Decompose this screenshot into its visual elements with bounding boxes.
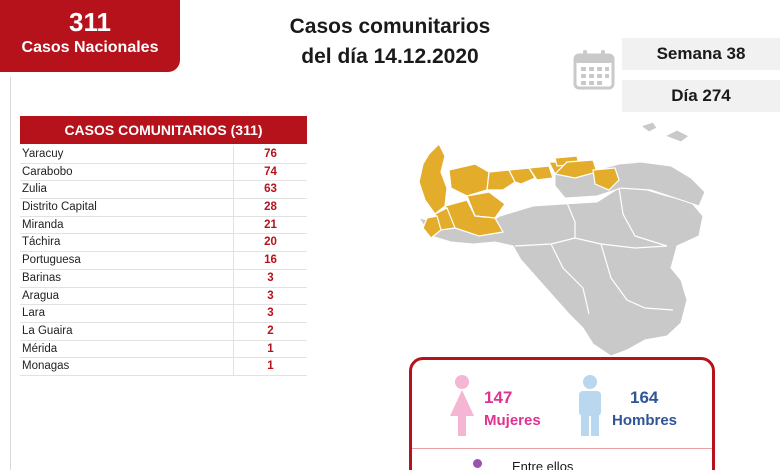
national-cases-badge: 311 Casos Nacionales bbox=[0, 0, 180, 72]
table-row: Lara 3 bbox=[20, 305, 307, 323]
table-row: Distrito Capital 28 bbox=[20, 199, 307, 217]
state-case-count: 3 bbox=[233, 269, 307, 287]
state-case-count: 3 bbox=[233, 305, 307, 322]
men-count: 164 bbox=[630, 388, 659, 407]
state-name: La Guaira bbox=[22, 324, 73, 337]
table-row: La Guaira 2 bbox=[20, 322, 307, 341]
map-state-miranda bbox=[553, 159, 598, 179]
left-divider bbox=[0, 77, 11, 470]
state-case-count: 1 bbox=[233, 340, 307, 358]
map-state-aragua bbox=[527, 165, 554, 181]
table-row: Portuguesa 16 bbox=[20, 252, 307, 270]
state-case-count: 2 bbox=[233, 322, 307, 340]
map-state-monagas bbox=[592, 167, 620, 191]
table-row: Yaracuy 76 bbox=[20, 146, 307, 164]
title-line-2: del día 14.12.2020 bbox=[301, 45, 479, 68]
state-name: Distrito Capital bbox=[22, 201, 97, 214]
map-state-carabobo bbox=[508, 167, 536, 185]
table-row: Miranda 21 bbox=[20, 216, 307, 235]
table-row: Aragua 3 bbox=[20, 287, 307, 306]
map-state-yaracuy bbox=[486, 169, 516, 191]
state-cases-table: Yaracuy 76 Carabobo 74 Zulia 63 Distrito Capit… bbox=[20, 146, 307, 376]
women-count: 147 bbox=[484, 388, 513, 407]
venezuela-map bbox=[417, 121, 706, 356]
men-label: Hombres bbox=[612, 412, 678, 429]
state-name: Carabobo bbox=[22, 165, 73, 178]
national-cases-label: Casos Nacionales bbox=[21, 39, 159, 56]
among-them-label: Entre ellos bbox=[512, 459, 574, 470]
card-divider bbox=[412, 448, 712, 449]
state-case-count: 21 bbox=[233, 216, 307, 234]
state-name: Zulia bbox=[22, 183, 47, 196]
gender-breakdown-card: 147 Mujeres 164 Hombres Entre ellos bbox=[409, 357, 715, 470]
state-case-count: 28 bbox=[233, 199, 307, 216]
state-case-count: 1 bbox=[233, 358, 307, 375]
map-state-zulia bbox=[418, 142, 448, 215]
calendar-icon bbox=[573, 50, 615, 90]
table-row: Mérida 1 bbox=[20, 340, 307, 359]
state-name: Yaracuy bbox=[22, 148, 64, 160]
table-row: Carabobo 74 bbox=[20, 163, 307, 182]
table-row: Barinas 3 bbox=[20, 269, 307, 288]
map-state-tachira bbox=[422, 215, 442, 239]
map-state-lara bbox=[448, 163, 490, 197]
state-name: Monagas bbox=[22, 360, 70, 373]
table-row: Táchira 20 bbox=[20, 234, 307, 253]
women-label: Mujeres bbox=[484, 412, 541, 429]
state-name: Lara bbox=[22, 307, 46, 320]
page-title: Casos comunitarios del día 14.12.2020 bbox=[240, 12, 540, 72]
state-name: Táchira bbox=[22, 236, 61, 249]
state-case-count: 20 bbox=[233, 234, 307, 252]
state-name: Mérida bbox=[22, 342, 58, 355]
state-case-count: 76 bbox=[233, 146, 307, 163]
table-row: Monagas 1 bbox=[20, 358, 307, 376]
female-icon bbox=[450, 375, 474, 436]
male-icon bbox=[579, 375, 601, 436]
state-case-count: 3 bbox=[233, 287, 307, 305]
table-row: Zulia 63 bbox=[20, 181, 307, 200]
state-case-count: 74 bbox=[233, 163, 307, 181]
map-state-barinas bbox=[444, 199, 504, 237]
national-cases-total: 311 bbox=[69, 7, 111, 37]
state-name: Aragua bbox=[22, 289, 60, 302]
state-case-count: 16 bbox=[233, 252, 307, 269]
bullet-dot-icon bbox=[473, 459, 482, 468]
state-case-count: 63 bbox=[233, 181, 307, 199]
day-box: Día 274 bbox=[622, 80, 780, 112]
title-line-1: Casos comunitarios bbox=[289, 15, 491, 38]
state-name: Portuguesa bbox=[22, 254, 81, 267]
state-name: Barinas bbox=[22, 271, 61, 284]
table-title: CASOS COMUNITARIOS (311) bbox=[20, 116, 307, 144]
week-box: Semana 38 bbox=[622, 38, 780, 70]
state-name: Miranda bbox=[22, 218, 64, 231]
